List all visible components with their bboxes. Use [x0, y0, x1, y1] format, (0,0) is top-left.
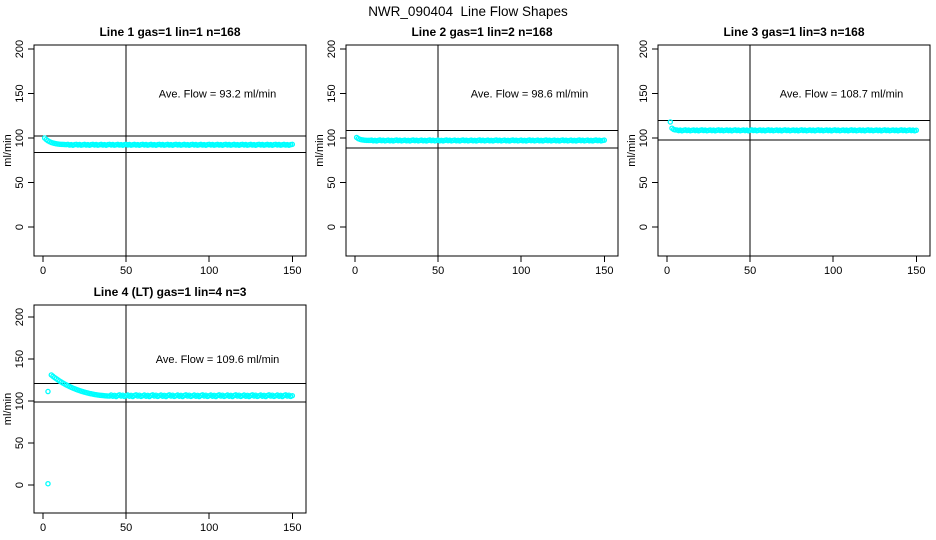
- panel-4: Line 4 (LT) gas=1 lin=4 n=3 0 50 100 150 200 0…: [2, 285, 307, 534]
- y-tick-label: 50: [638, 176, 650, 188]
- data-point: [667, 119, 674, 125]
- x-tick-label: 100: [200, 522, 218, 534]
- data-points: [41, 135, 296, 148]
- data-point: [289, 141, 296, 148]
- panel-1-title: Line 1 gas=1 lin=1 n=168: [99, 25, 240, 39]
- y-tick-label: 150: [638, 84, 650, 102]
- x-tick-label: 50: [744, 265, 756, 277]
- ave-flow-annotation: Ave. Flow = 109.6 ml/min: [156, 354, 280, 366]
- y-tick-label: 150: [14, 350, 26, 368]
- data-points: [667, 119, 920, 134]
- plot-box: [345, 44, 619, 257]
- x-tick-label: 0: [40, 522, 46, 534]
- plot-box: [657, 44, 931, 257]
- x-tick-label: 50: [120, 522, 132, 534]
- x-tick-label: 100: [200, 265, 218, 277]
- ave-flow-annotation: Ave. Flow = 98.6 ml/min: [471, 89, 588, 101]
- panel-3-title: Line 3 gas=1 lin=3 n=168: [723, 25, 864, 39]
- x-tick-label: 50: [432, 265, 444, 277]
- y-tick-label: 50: [14, 437, 26, 449]
- x-tick-label: 150: [283, 265, 301, 277]
- data-points: [353, 134, 608, 144]
- panel-2: Line 2 gas=1 lin=2 n=168 0 50 100 150 200 0 50 1…: [314, 25, 619, 277]
- plot-box: [33, 44, 307, 257]
- panel-3: Line 3 gas=1 lin=3 n=168 0 50 100 150 200 0 50 1…: [626, 25, 931, 277]
- panel-4-title: Line 4 (LT) gas=1 lin=4 n=3: [94, 285, 247, 299]
- data-points: [45, 372, 296, 487]
- figure-title: NWR_090404 Line Flow Shapes: [368, 4, 568, 19]
- y-tick-label: 0: [326, 224, 338, 230]
- y-tick-label: 50: [14, 176, 26, 188]
- x-tick-label: 150: [595, 265, 613, 277]
- y-axis-label: ml/min: [2, 393, 14, 425]
- y-tick-label: 0: [14, 482, 26, 488]
- y-tick-label: 150: [14, 84, 26, 102]
- y-tick-label: 50: [326, 176, 338, 188]
- outlier-point: [45, 480, 51, 487]
- y-tick-label: 100: [638, 129, 650, 147]
- x-tick-label: 50: [120, 265, 132, 277]
- outlier-point: [45, 388, 51, 395]
- panel-1: Line 1 gas=1 lin=1 n=168 0 50 100 150 200 0 50 1…: [2, 25, 307, 277]
- y-tick-label: 200: [326, 40, 338, 58]
- y-tick-label: 0: [638, 224, 650, 230]
- x-tick-label: 100: [824, 265, 842, 277]
- y-tick-label: 200: [14, 308, 26, 326]
- y-axis-label: ml/min: [2, 134, 14, 166]
- data-point: [289, 392, 296, 399]
- y-tick-label: 200: [638, 40, 650, 58]
- y-axis-label: ml/min: [314, 134, 326, 166]
- ave-flow-annotation: Ave. Flow = 108.7 ml/min: [780, 89, 904, 101]
- ave-flow-annotation: Ave. Flow = 93.2 ml/min: [159, 89, 276, 101]
- y-tick-label: 150: [326, 84, 338, 102]
- panel-2-title: Line 2 gas=1 lin=2 n=168: [411, 25, 552, 39]
- y-tick-label: 200: [14, 40, 26, 58]
- data-point: [913, 127, 920, 134]
- plot-box: [33, 304, 307, 514]
- x-tick-label: 0: [352, 265, 358, 277]
- y-axis-label: ml/min: [626, 134, 638, 166]
- data-point: [601, 137, 608, 143]
- x-tick-label: 0: [664, 265, 670, 277]
- x-tick-label: 150: [907, 265, 925, 277]
- y-tick-label: 0: [14, 224, 26, 230]
- x-tick-label: 100: [512, 265, 530, 277]
- y-tick-label: 100: [326, 129, 338, 147]
- x-tick-label: 150: [283, 522, 301, 534]
- y-tick-label: 100: [14, 392, 26, 410]
- y-tick-label: 100: [14, 129, 26, 147]
- x-tick-label: 0: [40, 265, 46, 277]
